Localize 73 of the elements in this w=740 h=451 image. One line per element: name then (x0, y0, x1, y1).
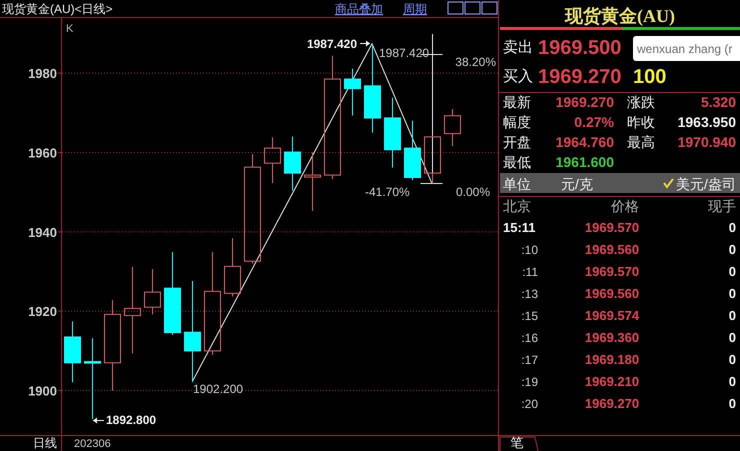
annotation: 1902.200 (193, 382, 244, 396)
text: wenxuan zhang (r (636, 42, 732, 56)
text: :19 (521, 375, 538, 389)
text: 周期 (403, 2, 427, 16)
text: 1969.210 (584, 374, 640, 389)
text: 1969.574 (584, 308, 640, 323)
text: :16 (521, 331, 538, 345)
text: 涨跌 (627, 94, 655, 110)
text: 最低 (503, 154, 531, 170)
y-tick-label: 1980 (28, 66, 57, 82)
text: 0 (728, 352, 736, 367)
text: 0 (728, 374, 736, 389)
text: 1969.270 (584, 396, 640, 411)
text: 最新 (503, 94, 531, 110)
text: 日线 (33, 436, 57, 450)
text: 卖出 (503, 39, 533, 56)
text: :13 (521, 287, 538, 301)
text: 商品叠加 (335, 2, 383, 16)
text: 0 (728, 396, 736, 411)
text: 现货黄金(AU) (564, 6, 675, 26)
annotation: K (66, 23, 74, 35)
text: :17 (521, 353, 538, 367)
text: :11 (522, 265, 538, 279)
annotation: -41.70% (365, 185, 410, 199)
text: 0.27% (574, 114, 615, 130)
annotation: 1987.420 (379, 46, 430, 60)
text: :20 (521, 397, 538, 411)
text: 1970.940 (678, 134, 736, 150)
text: 开盘 (503, 134, 531, 150)
text: 元/克 (561, 176, 593, 192)
text: 1969.360 (584, 330, 640, 345)
text: 1969.570 (584, 264, 640, 279)
text: 1969.500 (538, 37, 622, 59)
text: 1969.270 (556, 94, 614, 110)
text: 买入 (503, 68, 533, 85)
text: 美元/盎司 (676, 176, 736, 192)
y-tick-label: 1900 (28, 384, 57, 399)
text: 0 (728, 264, 736, 279)
text: 0 (728, 242, 736, 257)
text: 15:11 (503, 220, 536, 235)
text: 价格 (610, 198, 639, 214)
text: :15 (521, 309, 538, 323)
text: 1969.180 (584, 352, 640, 367)
text: 1969.560 (584, 286, 640, 301)
text: 单位 (503, 176, 531, 192)
text: 昨收 (627, 114, 655, 130)
text: :10 (521, 243, 538, 257)
text: 202306 (74, 438, 111, 450)
y-tick-label: 1960 (28, 146, 57, 161)
text: 笔 (510, 435, 524, 450)
text: 北京 (503, 198, 531, 214)
text: 100 (633, 66, 666, 88)
text: 最高 (627, 134, 655, 150)
text: 1969.270 (538, 66, 622, 88)
y-tick-label: 1920 (28, 304, 57, 320)
text: 现手 (708, 198, 736, 214)
text: 1964.760 (556, 134, 614, 150)
chart-title: 现货黄金(AU)<日线> (2, 2, 113, 16)
y-tick-label: 1940 (28, 224, 57, 240)
text: 1969.570 (584, 220, 640, 235)
annotation: 38.20% (455, 55, 496, 69)
annotation: 0.00% (456, 185, 490, 199)
text: 5.320 (700, 94, 736, 110)
text: 1963.950 (678, 114, 736, 130)
annotation: 1987.420 (306, 37, 358, 51)
text: 0 (728, 286, 736, 301)
text: 1969.560 (584, 242, 640, 257)
annotation: 1892.800 (106, 413, 156, 427)
text: 1961.600 (556, 154, 614, 170)
text: 幅度 (503, 114, 531, 130)
text: 0 (728, 330, 736, 345)
text: 0 (728, 308, 736, 323)
text: 0 (728, 220, 736, 235)
